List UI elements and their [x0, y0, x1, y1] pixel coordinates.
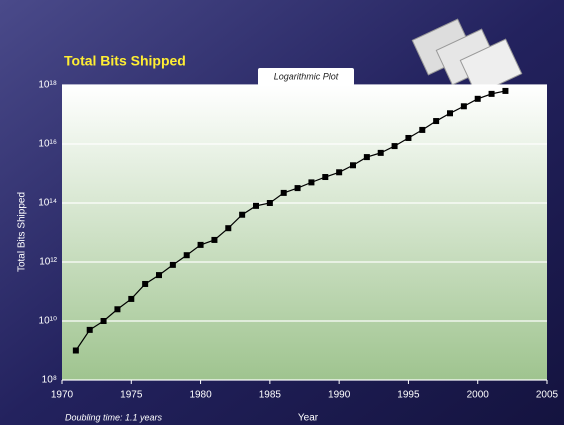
- data-point: [322, 174, 329, 181]
- data-point: [86, 326, 93, 333]
- data-point: [377, 149, 384, 156]
- y-tick-label: 10¹⁶: [38, 139, 57, 150]
- data-point: [460, 103, 467, 110]
- data-point: [183, 252, 190, 259]
- data-point: [114, 306, 121, 313]
- y-tick-label: 10¹⁰: [39, 316, 57, 327]
- annotation: Doubling time: 1.1 years: [65, 412, 163, 422]
- data-point: [294, 185, 301, 192]
- y-tick-label: 10¹²: [39, 257, 57, 268]
- data-point: [280, 189, 287, 196]
- chart-subtitle: Logarithmic Plot: [274, 71, 339, 81]
- x-tick-label: 1985: [259, 390, 282, 401]
- x-tick-label: 2000: [467, 390, 490, 401]
- data-point: [156, 272, 162, 279]
- data-point: [363, 154, 370, 161]
- data-point: [502, 87, 509, 94]
- x-tick-label: 2005: [536, 390, 559, 401]
- data-point: [225, 225, 232, 232]
- subtitle-tab: [258, 68, 354, 86]
- data-point: [488, 90, 495, 97]
- data-point: [211, 236, 218, 243]
- data-point: [169, 261, 176, 268]
- data-point: [419, 126, 426, 133]
- data-point: [350, 162, 356, 169]
- data-point: [142, 280, 149, 287]
- x-tick-label: 1975: [120, 390, 143, 401]
- x-tick-label: 1990: [328, 390, 351, 401]
- data-point: [253, 202, 259, 209]
- y-tick-label: 10⁸: [42, 375, 57, 386]
- y-tick-label: 10¹⁴: [38, 198, 57, 209]
- chart-title: Total Bits Shipped: [64, 53, 186, 69]
- x-tick-label: 1980: [189, 390, 212, 401]
- data-point: [447, 110, 453, 117]
- data-point: [336, 169, 343, 176]
- data-point: [100, 318, 107, 324]
- x-tick-label: 1995: [397, 390, 420, 401]
- data-point: [128, 295, 135, 302]
- y-axis-label: Total Bits Shipped: [17, 192, 28, 272]
- data-point: [433, 118, 440, 125]
- data-point: [266, 200, 273, 206]
- chips-decoration: [411, 18, 523, 96]
- data-point: [391, 143, 398, 150]
- data-point: [72, 347, 79, 354]
- data-point: [405, 134, 412, 141]
- x-tick-label: 1970: [51, 390, 74, 401]
- plot-area: [62, 85, 547, 380]
- x-axis-label: Year: [298, 413, 319, 424]
- y-tick-label: 10¹⁸: [38, 80, 57, 91]
- data-point: [474, 95, 481, 102]
- data-point: [197, 241, 204, 248]
- data-point: [239, 211, 246, 218]
- data-point: [308, 179, 315, 186]
